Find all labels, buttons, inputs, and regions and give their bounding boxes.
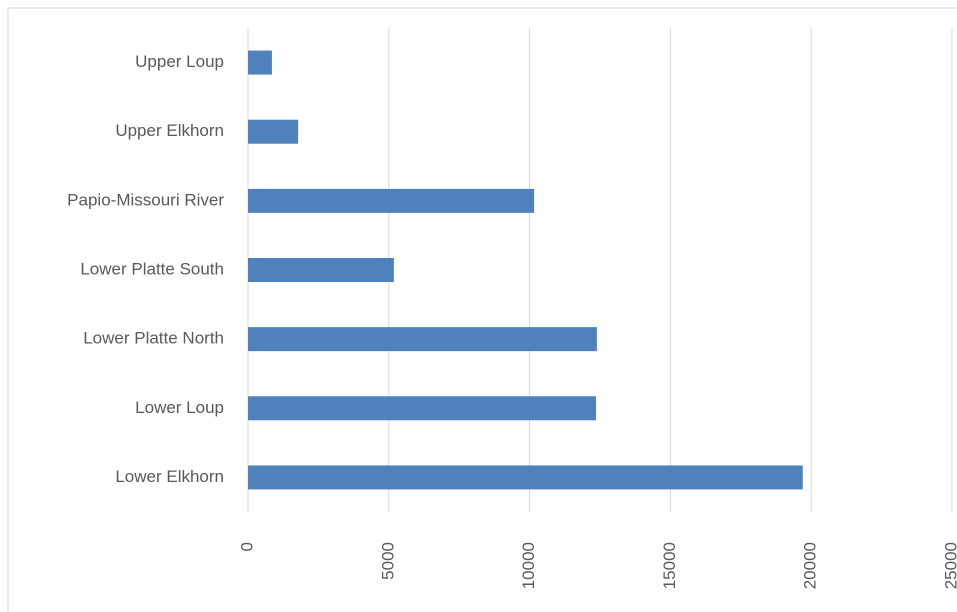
bar bbox=[248, 188, 535, 213]
y-tick-label: Lower Platte South bbox=[80, 259, 224, 278]
x-tick-label: 5000 bbox=[378, 542, 397, 580]
y-tick-label: Lower Loup bbox=[135, 398, 224, 417]
bar bbox=[248, 396, 597, 421]
bar bbox=[248, 119, 299, 144]
chart-frame bbox=[7, 7, 957, 612]
bar bbox=[248, 465, 803, 490]
bar bbox=[248, 258, 394, 282]
y-tick-label: Upper Elkhorn bbox=[115, 121, 224, 140]
x-tick-label: 10000 bbox=[519, 542, 538, 589]
x-tick-label: 15000 bbox=[660, 542, 679, 589]
x-tick-label: 25000 bbox=[941, 542, 957, 589]
y-tick-label: Papio-Missouri River bbox=[67, 190, 224, 209]
y-tick-label: Lower Platte North bbox=[83, 329, 224, 348]
x-tick-label: 0 bbox=[237, 542, 256, 551]
y-tick-label: Upper Loup bbox=[135, 52, 224, 71]
bar bbox=[248, 50, 272, 75]
x-tick-label: 20000 bbox=[801, 542, 820, 589]
bar bbox=[248, 327, 597, 352]
y-tick-label: Lower Elkhorn bbox=[115, 467, 224, 486]
